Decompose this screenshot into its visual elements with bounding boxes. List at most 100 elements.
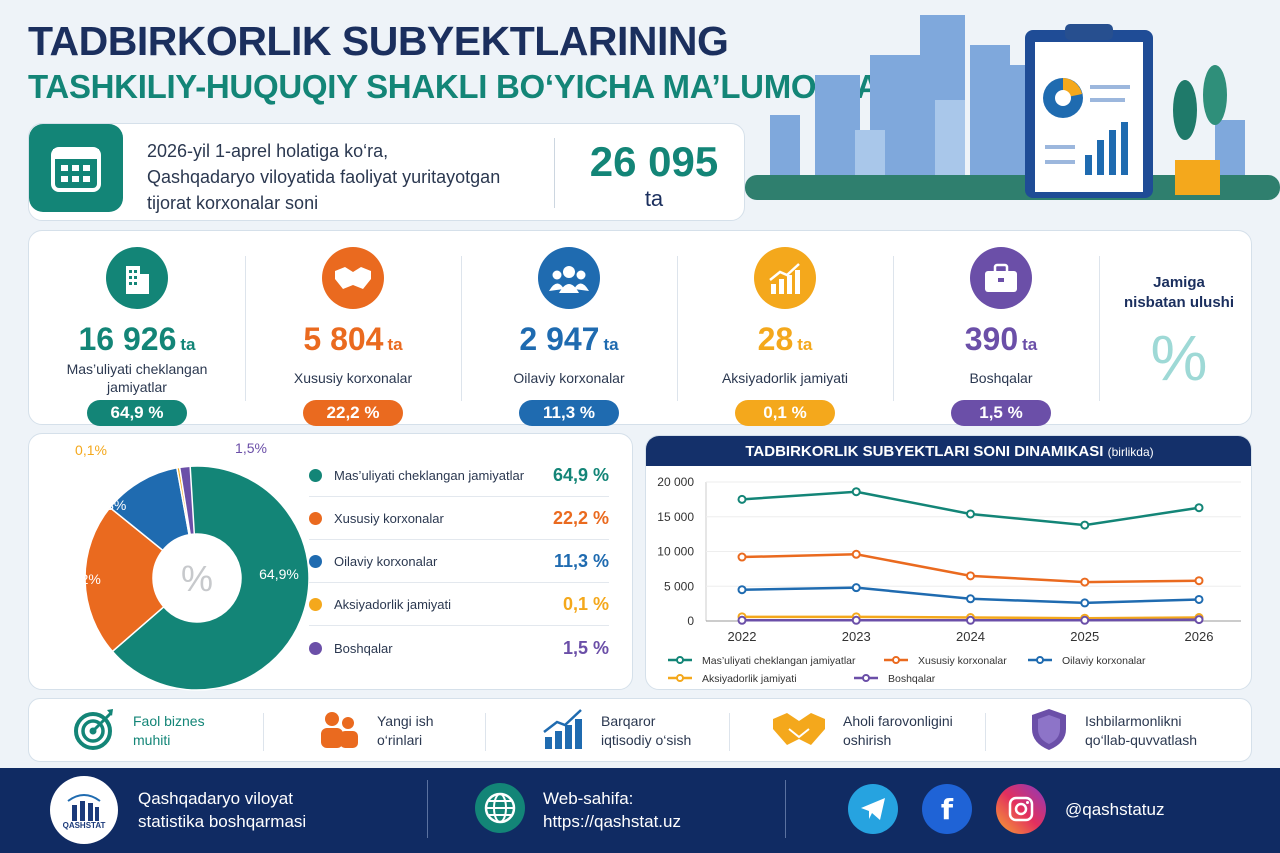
title-line-2: TASHKILIY-HUQUQIY SHAKLI BO‘YICHA MA’LUM… (28, 68, 904, 105)
legend-label: Boshqalar (888, 673, 936, 685)
data-point (1194, 594, 1204, 604)
y-tick-label: 20 000 (657, 475, 694, 489)
stat-2: 5 804 ta Xususiy korxonalar 22,2 % (245, 231, 461, 426)
legend-label: Mas’uliyati cheklangan jamiyatlar (702, 655, 856, 667)
benefit-line-2: qo‘llab-quvvatlash (1085, 732, 1198, 748)
x-tick-label: 2023 (842, 629, 871, 644)
x-tick-label: 2025 (1070, 629, 1099, 644)
benefit-item: Ishbilarmonlikni qo‘llab-quvvatlash (1029, 699, 1197, 763)
pie-hole (153, 534, 241, 622)
bar-growth-icon (541, 707, 585, 756)
divider (785, 780, 786, 838)
legend-value: 0,1 % (562, 594, 609, 614)
data-point (851, 583, 861, 593)
info-line-2: Qashqadaryo viloyatida faoliyat yuritayo… (147, 167, 501, 187)
benefit-item: Barqaror iqtisodiy o‘sish (541, 699, 691, 763)
data-point (737, 615, 747, 625)
stat-value: 5 804 ta (245, 321, 461, 358)
qashstat-logo: QASHSTAT (50, 776, 118, 844)
legend-label: Xususiy korxonalar (918, 655, 1007, 667)
city-illustration (745, 15, 1280, 200)
stat-number: 390 (964, 321, 1019, 357)
y-tick-label: 15 000 (657, 510, 694, 524)
telegram-icon[interactable] (848, 784, 898, 834)
legend-value: 11,3 % (553, 551, 609, 571)
pie-label: 11,3% (88, 497, 127, 513)
web-url-link[interactable]: https://qashstat.uz (543, 812, 681, 831)
stat-unit: ta (180, 335, 196, 354)
y-tick-label: 10 000 (657, 545, 694, 559)
legend-marker (1036, 656, 1044, 664)
plant-icon (1175, 160, 1220, 195)
legend-label: Oilaviy korxonalar (334, 554, 438, 569)
legend-label: Mas’uliyati cheklangan jamiyatlar (334, 468, 525, 483)
legend-label: Xususiy korxonalar (334, 511, 444, 526)
data-point (966, 509, 975, 519)
x-tick-label: 2026 (1185, 629, 1214, 644)
data-point (851, 487, 861, 497)
benefit-line-2: o‘rinlari (377, 732, 423, 748)
legend-label: Boshqalar (334, 640, 393, 656)
stat-number: 5 804 (303, 321, 384, 357)
line-chart-title: TADBIRKORLIK SUBYEKTLARI SONI DINAMIKASI (745, 443, 1104, 460)
total-unit: ta (644, 186, 664, 211)
data-point (737, 494, 747, 504)
pie-label: 22,2% (61, 571, 101, 587)
stat-share-badge: 0,1 % (735, 400, 835, 426)
stat-5: 390 ta Boshqalar 1,5 % (893, 231, 1109, 426)
divider (985, 713, 986, 751)
instagram-icon[interactable] (996, 784, 1046, 834)
legend-dot (309, 512, 322, 525)
stat-label: Aksiyadorlik jamiyati (721, 370, 849, 386)
divider (677, 256, 678, 401)
legend-dot (309, 598, 322, 611)
facebook-icon[interactable]: f (922, 784, 972, 834)
total-info-box: 2026-yil 1-aprel holatiga ko‘ra, Qashqad… (28, 123, 745, 221)
target-icon (73, 707, 117, 756)
handshake-icon (322, 247, 384, 309)
legend-label: Oilaviy korxonalar (1062, 655, 1146, 667)
org-line-1: Qashqadaryo viloyat (138, 789, 293, 808)
data-point (966, 594, 975, 604)
y-tick-label: 5 000 (664, 579, 694, 593)
data-point (1080, 598, 1090, 608)
data-point (737, 585, 747, 595)
share-note-label: Jamiga nisbatan ulushi (1124, 274, 1235, 311)
stat-number: 16 926 (78, 321, 177, 357)
line-chart-subtitle: (birlikda) (1107, 445, 1154, 459)
stat-label: Mas’uliyati cheklangan jamiyatlar (66, 361, 208, 395)
y-tick-label: 0 (687, 614, 694, 628)
stat-unit: ta (1022, 335, 1038, 354)
pie-chart: 64,9% 22,2% 11,3% 0,1% 1,5%% (61, 440, 309, 691)
benefits-bar: Faol biznes muhiti Yangi ish o‘rinlari Barqa… (28, 698, 1252, 762)
x-tick-label: 2022 (728, 629, 757, 644)
title-line-1: TADBIRKORLIK SUBYEKTLARINING (28, 18, 729, 64)
family-icon (538, 247, 600, 309)
legend-marker (862, 674, 870, 682)
divider (263, 713, 264, 751)
benefit-item: Faol biznes muhiti (73, 699, 205, 763)
legend-label: Aksiyadorlik jamiyati (702, 673, 797, 685)
stat-label: Boshqalar (969, 370, 1033, 386)
stat-label: Xususiy korxonalar (293, 370, 413, 386)
social-handle[interactable]: @qashstatuz (1065, 800, 1165, 819)
pie-slice (84, 506, 165, 653)
legend-marker (892, 656, 900, 664)
stat-unit: ta (603, 335, 619, 354)
pie-label: 64,9% (259, 566, 299, 582)
series-line (741, 490, 1200, 527)
building-icon (106, 247, 168, 309)
pie-label: 1,5% (235, 440, 267, 456)
calendar-icon (29, 124, 123, 212)
stat-number: 2 947 (519, 321, 600, 357)
stat-1: 16 926 ta Mas’uliyati cheklangan jamiyatl… (29, 231, 245, 426)
stat-share-badge: 22,2 % (303, 400, 403, 426)
people-icon (317, 709, 361, 754)
stat-value: 16 926 ta (29, 321, 245, 358)
org-name: Qashqadaryo viloyat statistika boshqarmas… (138, 787, 306, 833)
benefit-line-1: Faol biznes (133, 713, 205, 729)
benefit-line-2: muhiti (133, 732, 171, 748)
benefit-item: Aholi farovonligini oshirish (771, 699, 953, 763)
briefcase-icon (970, 247, 1032, 309)
line-chart-header: TADBIRKORLIK SUBYEKTLARI SONI DINAMIKASI… (646, 436, 1251, 466)
